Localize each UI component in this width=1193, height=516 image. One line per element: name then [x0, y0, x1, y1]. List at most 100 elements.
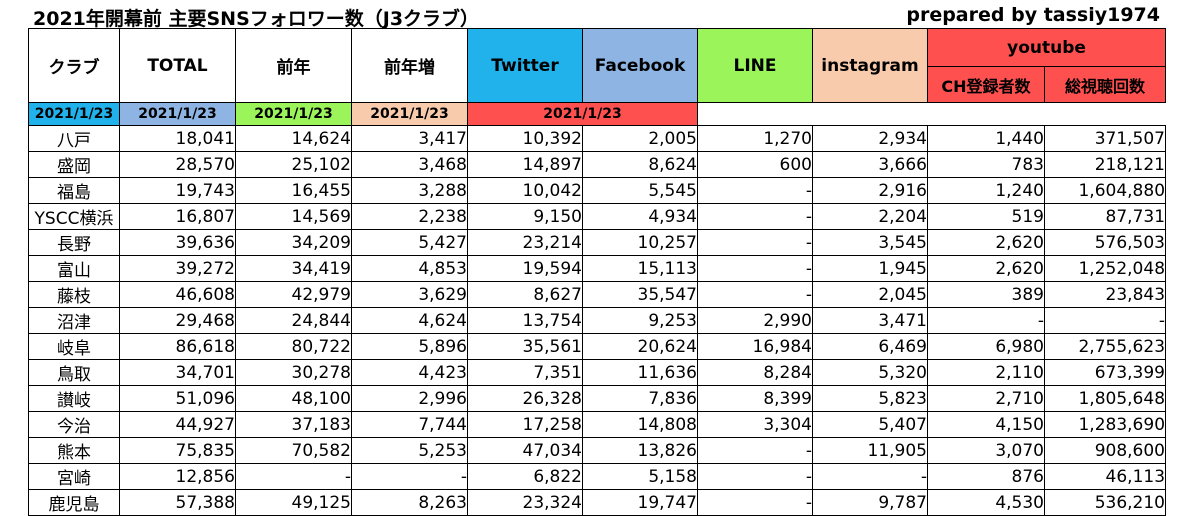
increase-cell: 2,238	[351, 203, 468, 230]
table-row: 岐阜 86,618 80,722 5,896 35,561 20,624 16,984 6,4…	[28, 333, 1167, 360]
instagram-cell: 6,469	[812, 333, 928, 360]
facebook-cell: 4,934	[582, 203, 698, 230]
yt-views-cell: 1,252,048	[1043, 255, 1167, 282]
line-cell: -	[697, 489, 813, 516]
date-facebook: 2021/1/23	[119, 102, 236, 126]
line-cell: 8,284	[697, 359, 813, 386]
instagram-cell: 3,545	[812, 229, 928, 256]
total-cell: 46,608	[119, 281, 236, 308]
table-row: 藤枝 46,608 42,979 3,629 8,627 35,547-2,045 389 2…	[28, 281, 1167, 308]
club-cell: 宮崎	[28, 463, 120, 490]
facebook-cell: 10,257	[582, 229, 698, 256]
header-yt-views: 総視聴回数	[1043, 66, 1167, 103]
total-cell: 34,701	[119, 359, 236, 386]
table-row: YSCC横浜 16,807 14,569 2,238 9,150 4,934-2,204 5…	[28, 203, 1167, 230]
increase-cell: 4,624	[351, 307, 468, 334]
instagram-cell: 5,407	[812, 411, 928, 438]
twitter-cell: 47,034	[467, 437, 583, 464]
yt-subscribers-cell: 876	[927, 463, 1045, 490]
prev-year-cell: 24,844	[235, 307, 352, 334]
header-yt-subscribers: CH登録者数	[927, 66, 1045, 103]
total-cell: 19,743	[119, 177, 236, 204]
total-cell: 29,468	[119, 307, 236, 334]
prev-year-cell: 16,455	[235, 177, 352, 204]
header-prev-year: 前年	[235, 28, 352, 103]
yt-subscribers-cell: 2,620	[927, 255, 1045, 282]
twitter-cell: 9,150	[467, 203, 583, 230]
club-cell: 八戸	[28, 125, 120, 152]
instagram-cell: 9,787	[812, 489, 928, 516]
table-row: 長野 39,636 34,209 5,427 23,214 10,257-3,545 2,6…	[28, 229, 1167, 256]
increase-cell: -	[351, 463, 468, 490]
increase-cell: 3,629	[351, 281, 468, 308]
yt-subscribers-cell: 2,710	[927, 385, 1045, 412]
table-body: 八戸 18,041 14,624 3,417 10,392 2,005 1,270 2,934…	[28, 125, 1167, 516]
total-cell: 39,272	[119, 255, 236, 282]
header-line: LINE	[697, 28, 813, 103]
table-row: 盛岡 28,570 25,102 3,468 14,897 8,624 600 3,666 78…	[28, 151, 1167, 178]
sns-followers-table: クラブ TOTAL 前年 前年増 Twitter Facebook LINE i…	[28, 27, 1167, 516]
facebook-cell: 8,624	[582, 151, 698, 178]
prev-year-cell: 70,582	[235, 437, 352, 464]
facebook-cell: 19,747	[582, 489, 698, 516]
table-row: 熊本 75,835 70,582 5,253 47,034 13,826-11,905 3,…	[28, 437, 1167, 464]
instagram-cell: 1,945	[812, 255, 928, 282]
facebook-cell: 35,547	[582, 281, 698, 308]
yt-subscribers-cell: 2,620	[927, 229, 1045, 256]
prev-year-cell: 34,209	[235, 229, 352, 256]
line-cell: 600	[697, 151, 813, 178]
total-cell: 44,927	[119, 411, 236, 438]
club-cell: 鹿児島	[28, 489, 120, 516]
club-cell: 岐阜	[28, 333, 120, 360]
club-cell: YSCC横浜	[28, 203, 120, 230]
date-youtube: 2021/1/23	[467, 102, 698, 126]
prev-year-cell: 30,278	[235, 359, 352, 386]
yt-views-cell: 673,399	[1043, 359, 1167, 386]
total-cell: 28,570	[119, 151, 236, 178]
date-twitter: 2021/1/23	[28, 102, 120, 126]
twitter-cell: 14,897	[467, 151, 583, 178]
yt-subscribers-cell: 4,150	[927, 411, 1045, 438]
instagram-cell: 3,666	[812, 151, 928, 178]
club-cell: 熊本	[28, 437, 120, 464]
yt-views-cell: 371,507	[1043, 125, 1167, 152]
twitter-cell: 6,822	[467, 463, 583, 490]
yt-views-cell: 218,121	[1043, 151, 1167, 178]
twitter-cell: 35,561	[467, 333, 583, 360]
table-row: 富山 39,272 34,419 4,853 19,594 15,113-1,945 2,6…	[28, 255, 1167, 282]
increase-cell: 4,423	[351, 359, 468, 386]
twitter-cell: 19,594	[467, 255, 583, 282]
total-cell: 16,807	[119, 203, 236, 230]
twitter-cell: 8,627	[467, 281, 583, 308]
prev-year-cell: 80,722	[235, 333, 352, 360]
club-cell: 長野	[28, 229, 120, 256]
table-row: 鳥取 34,701 30,278 4,423 7,351 11,636 8,284 5,320…	[28, 359, 1167, 386]
increase-cell: 8,263	[351, 489, 468, 516]
prev-year-cell: 25,102	[235, 151, 352, 178]
twitter-cell: 26,328	[467, 385, 583, 412]
line-cell: 3,304	[697, 411, 813, 438]
prev-year-cell: 42,979	[235, 281, 352, 308]
facebook-cell: 13,826	[582, 437, 698, 464]
club-cell: 讃岐	[28, 385, 120, 412]
total-cell: 12,856	[119, 463, 236, 490]
prev-year-cell: 49,125	[235, 489, 352, 516]
increase-cell: 5,253	[351, 437, 468, 464]
yt-views-cell: -	[1043, 307, 1167, 334]
total-cell: 51,096	[119, 385, 236, 412]
instagram-cell: 11,905	[812, 437, 928, 464]
facebook-cell: 5,158	[582, 463, 698, 490]
page-title: 2021年開幕前 主要SNSフォロワー数（J3クラブ）	[33, 8, 480, 30]
header-facebook: Facebook	[582, 28, 698, 103]
header-instagram: instagram	[812, 28, 928, 103]
header-total: TOTAL	[119, 28, 236, 103]
total-cell: 86,618	[119, 333, 236, 360]
table-row: 八戸 18,041 14,624 3,417 10,392 2,005 1,270 2,934…	[28, 125, 1167, 152]
prev-year-cell: 34,419	[235, 255, 352, 282]
twitter-cell: 10,392	[467, 125, 583, 152]
twitter-cell: 13,754	[467, 307, 583, 334]
instagram-cell: -	[812, 463, 928, 490]
yt-views-cell: 908,600	[1043, 437, 1167, 464]
prev-year-cell: -	[235, 463, 352, 490]
instagram-cell: 2,934	[812, 125, 928, 152]
